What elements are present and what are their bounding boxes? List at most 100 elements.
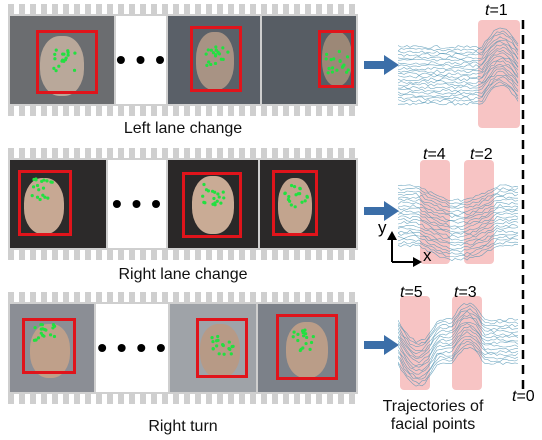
facial-landmark-point bbox=[291, 335, 295, 339]
time-label: t=0 bbox=[512, 388, 535, 405]
facial-point-trajectory bbox=[398, 340, 519, 380]
film-perforation bbox=[8, 4, 358, 14]
facial-landmark-point bbox=[296, 332, 300, 336]
facial-landmark-point bbox=[227, 340, 231, 344]
arrow-right-icon bbox=[364, 335, 399, 355]
facial-landmark-point bbox=[52, 334, 57, 339]
facial-point-trajectory bbox=[398, 241, 519, 258]
time-label: t=3 bbox=[454, 284, 477, 301]
facial-landmark-point bbox=[216, 338, 220, 342]
face-bounding-box bbox=[36, 30, 98, 94]
facial-landmark-point bbox=[40, 179, 44, 183]
row-caption: Right turn bbox=[148, 418, 218, 435]
facial-landmark-point bbox=[221, 190, 225, 194]
driver-face bbox=[30, 324, 70, 378]
facial-landmark-point bbox=[214, 53, 218, 57]
facial-point-trajectory bbox=[398, 44, 519, 66]
event-highlight-band bbox=[478, 20, 520, 128]
facial-landmark-point bbox=[324, 57, 328, 61]
facial-landmark-point bbox=[345, 55, 350, 59]
facial-point-trajectory bbox=[398, 84, 519, 106]
facial-landmark-point bbox=[210, 336, 214, 340]
trajectories-caption-line: facial points bbox=[390, 416, 476, 433]
time-zero-dashed-line bbox=[521, 20, 525, 392]
facial-point-trajectory bbox=[398, 52, 519, 74]
face-bounding-box bbox=[182, 172, 242, 238]
facial-point-trajectory bbox=[398, 335, 519, 375]
facial-landmark-point bbox=[215, 344, 219, 348]
facial-point-trajectory bbox=[398, 198, 519, 216]
facial-landmark-point bbox=[303, 199, 307, 203]
facial-landmark-point bbox=[228, 347, 232, 351]
axes-indicator-icon bbox=[387, 231, 422, 267]
film-perforation bbox=[8, 106, 358, 116]
ellipsis: • • • • bbox=[97, 332, 167, 363]
facial-point-trajectory bbox=[398, 187, 519, 205]
facial-landmark-point bbox=[219, 201, 223, 205]
facial-landmark-point bbox=[213, 61, 218, 66]
facial-point-trajectory bbox=[398, 27, 519, 49]
facial-landmark-point bbox=[229, 352, 233, 356]
driver-face bbox=[196, 32, 234, 90]
facial-point-trajectory bbox=[398, 331, 519, 372]
facial-landmark-point bbox=[202, 182, 206, 187]
trajectories-caption: Trajectories of facial points bbox=[366, 398, 500, 434]
facial-landmark-point bbox=[304, 341, 308, 346]
facial-landmark-point bbox=[209, 48, 213, 52]
facial-point-trajectory bbox=[398, 235, 519, 253]
facial-point-trajectory bbox=[398, 68, 519, 90]
facial-landmark-point bbox=[215, 199, 219, 203]
trajectory-plot bbox=[398, 296, 519, 390]
face-bounding-box bbox=[190, 26, 242, 92]
facial-point-trajectory bbox=[398, 81, 519, 103]
facial-point-trajectory bbox=[398, 46, 519, 68]
facial-landmark-point bbox=[304, 332, 308, 336]
facial-point-trajectory bbox=[398, 79, 519, 101]
facial-point-trajectory bbox=[398, 326, 519, 367]
facial-landmark-point bbox=[216, 192, 220, 196]
facial-landmark-point bbox=[211, 346, 215, 351]
facial-landmark-point bbox=[301, 334, 306, 338]
facial-point-trajectory bbox=[398, 30, 519, 52]
facial-landmark-point bbox=[31, 185, 36, 189]
facial-landmark-point bbox=[61, 52, 65, 56]
facial-point-trajectory bbox=[398, 75, 519, 95]
facial-landmark-point bbox=[201, 194, 205, 198]
facial-point-trajectory bbox=[398, 308, 519, 347]
facial-point-trajectory bbox=[398, 218, 519, 235]
facial-landmark-point bbox=[205, 63, 209, 67]
film-strip-right-lane-change: • • • bbox=[8, 148, 358, 260]
facial-landmark-point bbox=[345, 70, 349, 74]
facial-landmark-point bbox=[35, 195, 40, 199]
video-frame bbox=[168, 16, 260, 104]
face-bounding-box bbox=[276, 314, 338, 380]
facial-landmark-point bbox=[327, 66, 331, 71]
facial-landmark-point bbox=[40, 323, 44, 327]
facial-point-trajectory bbox=[398, 49, 519, 71]
facial-landmark-point bbox=[34, 338, 38, 342]
facial-landmark-point bbox=[38, 197, 42, 202]
facial-landmark-point bbox=[338, 59, 342, 63]
face-bounding-box bbox=[318, 30, 354, 88]
face-bounding-box bbox=[272, 170, 318, 236]
event-highlight-band bbox=[452, 296, 482, 390]
facial-landmark-point bbox=[214, 48, 218, 52]
facial-landmark-point bbox=[36, 336, 41, 340]
facial-landmark-point bbox=[42, 334, 46, 338]
facial-landmark-point bbox=[300, 200, 304, 204]
facial-point-trajectory bbox=[398, 184, 519, 202]
facial-landmark-point bbox=[57, 64, 61, 68]
facial-landmark-point bbox=[292, 185, 297, 189]
film-perforation bbox=[8, 148, 358, 158]
facial-point-trajectory bbox=[398, 215, 519, 233]
facial-landmark-point bbox=[212, 196, 216, 201]
time-label: t=2 bbox=[470, 146, 493, 163]
driver-face bbox=[200, 324, 240, 378]
video-frame bbox=[10, 304, 94, 392]
facial-point-trajectory bbox=[398, 60, 519, 82]
film-perforation bbox=[8, 250, 358, 260]
facial-landmark-point bbox=[329, 58, 333, 62]
facial-point-trajectory bbox=[398, 243, 519, 261]
facial-landmark-point bbox=[298, 187, 302, 191]
facial-landmark-point bbox=[332, 57, 336, 61]
